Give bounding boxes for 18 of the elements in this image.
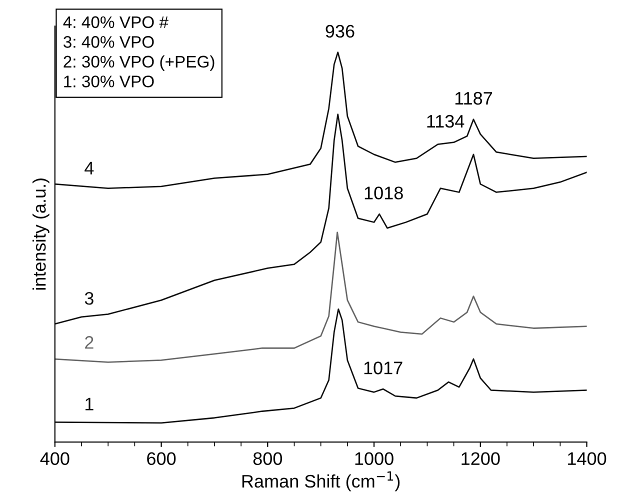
series-label: 1 xyxy=(86,398,94,410)
series-label: 2 xyxy=(85,336,94,349)
x-axis-title: Raman Shift (cm$^{−1}$) xyxy=(242,471,400,492)
annotation: 1187 xyxy=(455,92,492,105)
x-tick-label: 1400 xyxy=(568,452,606,466)
x-tick-label: 1000 xyxy=(355,452,394,466)
x-tick-label: 600 xyxy=(147,452,176,466)
annotation: 1017 xyxy=(364,362,402,374)
annotation: 4: 40% VPO # 3: 40% VPO 2: 30% VPO (+PEG) 1: 30% VPO xyxy=(63,16,214,88)
series-label: 3 xyxy=(84,292,94,305)
series-label: 4 xyxy=(84,162,94,174)
x-tick-label: 1200 xyxy=(462,452,500,466)
annotation: 936 xyxy=(326,24,354,38)
x-tick-label: 400 xyxy=(40,452,70,466)
annotation: 1134 xyxy=(427,114,464,128)
x-tick-label: 800 xyxy=(253,452,282,466)
annotation: 1018 xyxy=(364,186,403,200)
y-axis-title: intensity (a.u.) xyxy=(32,178,50,290)
